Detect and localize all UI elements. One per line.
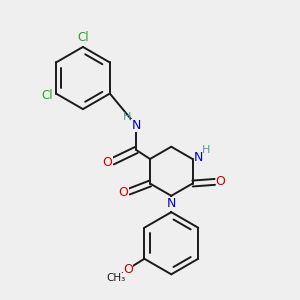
Text: N: N — [167, 197, 176, 210]
Text: N: N — [132, 119, 141, 132]
Text: Cl: Cl — [77, 31, 89, 44]
Text: N: N — [194, 151, 203, 164]
Text: H: H — [202, 145, 210, 155]
Text: O: O — [123, 263, 133, 276]
Text: O: O — [118, 186, 128, 199]
Text: H: H — [123, 112, 131, 122]
Text: O: O — [103, 156, 112, 169]
Text: Cl: Cl — [42, 89, 53, 102]
Text: CH₃: CH₃ — [106, 273, 125, 283]
Text: O: O — [216, 176, 226, 188]
